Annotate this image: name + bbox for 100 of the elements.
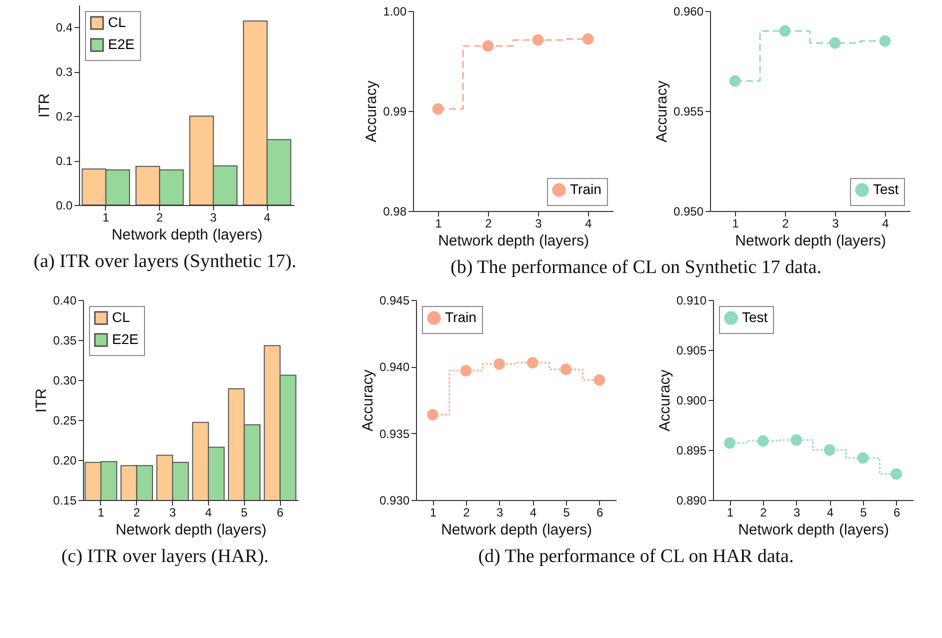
y-tick-label: 0.910 [676, 294, 707, 308]
x-tick-label: 2 [463, 506, 470, 520]
legend-label: CL [112, 309, 130, 325]
x-axis-title: Network depth (layers) [112, 226, 262, 244]
point [582, 33, 594, 45]
text: (c) ITR over layers (HAR). [61, 546, 269, 568]
x-tick-label: 1 [102, 210, 110, 224]
y-tick-label: 0.950 [672, 204, 704, 218]
y-tick-label: 0.25 [52, 414, 76, 428]
x-tick-label: 2 [782, 216, 789, 230]
y-tick-label: 0.895 [676, 444, 707, 458]
x-tick-label: 3 [793, 506, 800, 520]
x-tick-label: 4 [584, 216, 592, 230]
y-tick-label: 0.15 [52, 494, 76, 508]
x-tick-label: 1 [434, 216, 442, 230]
y-tick-label: 0.3 [56, 65, 73, 80]
x-tick-label: 3 [534, 216, 542, 230]
x-tick-label: 1 [97, 506, 104, 520]
x-axis-title: Network depth (layers) [738, 522, 889, 538]
x-tick-label: 6 [276, 506, 284, 520]
y-tick-label: 0.35 [52, 334, 76, 348]
x-tick-label: 5 [563, 506, 570, 520]
point [532, 34, 544, 46]
x-tick-label: 6 [893, 506, 900, 520]
x-tick-label: 4 [826, 506, 834, 520]
y-tick-label: 0.30 [52, 374, 76, 388]
legend-label: E2E [108, 36, 134, 52]
point [790, 434, 802, 446]
x-tick-label: 2 [132, 506, 140, 520]
y-axis-title: Accuracy [656, 369, 674, 432]
x-tick-label: 3 [832, 216, 839, 230]
point [526, 356, 538, 368]
point [857, 452, 869, 464]
y-axis-title: ITR [32, 388, 50, 413]
point [757, 435, 769, 447]
y-tick-label: 0.935 [379, 426, 410, 441]
y-axis-title: ITR [36, 93, 53, 118]
y-tick-label: 0.890 [676, 494, 707, 508]
x-tick-label: 3 [210, 210, 218, 224]
x-tick-label: 1 [726, 506, 734, 520]
text: (b) The performance of CL on Synthetic 17 data. [450, 257, 822, 279]
point [594, 374, 606, 386]
x-tick-label: 5 [240, 506, 248, 520]
point [878, 35, 890, 47]
x-tick-label: 4 [882, 216, 889, 230]
text: (d) The performance of CL on HAR data. [478, 546, 794, 568]
point [426, 408, 438, 420]
x-tick-label: 1 [732, 216, 739, 230]
x-tick-label: 3 [496, 506, 504, 520]
point [724, 437, 736, 449]
x-tick-label: 3 [168, 506, 176, 520]
y-tick-label: 0.1 [56, 154, 73, 168]
legend-label: E2E [112, 331, 138, 347]
x-tick-label: 6 [596, 506, 604, 520]
x-tick-label: 2 [156, 210, 164, 224]
legend-label: CL [108, 14, 126, 30]
x-axis-title: Network depth (layers) [115, 522, 266, 538]
text: (a) ITR over layers (Synthetic 17). [34, 251, 296, 273]
point [728, 75, 740, 87]
x-tick-label: 4 [530, 506, 537, 520]
legend-label: Test [872, 181, 898, 197]
x-tick-label: 1 [430, 506, 437, 520]
point [460, 364, 472, 376]
y-tick-label: 0.930 [379, 494, 410, 508]
x-tick-label: 2 [760, 506, 768, 520]
y-tick-label: 0.905 [676, 344, 707, 358]
x-axis-title: Network depth (layers) [441, 522, 592, 538]
legend-label: Test [742, 309, 768, 325]
y-tick-label: 1.00 [382, 4, 406, 18]
y-tick-label: 0.945 [379, 294, 410, 308]
x-axis-title: Network depth (layers) [438, 232, 588, 250]
point [828, 37, 840, 49]
legend-label: Train [445, 309, 476, 325]
y-axis-title: Accuracy [652, 80, 670, 142]
point [890, 468, 902, 480]
y-tick-label: 0.99 [382, 104, 406, 118]
y-tick-label: 0.900 [676, 394, 707, 408]
point [432, 103, 444, 115]
y-tick-label: 0.960 [672, 4, 704, 18]
x-tick-label: 4 [204, 506, 212, 520]
y-tick-label: 0.955 [672, 104, 704, 118]
point [824, 444, 836, 456]
legend-label: Train [570, 181, 601, 197]
x-tick-label: 2 [484, 216, 492, 230]
x-tick-label: 4 [264, 210, 271, 224]
y-tick-label: 0.20 [52, 454, 76, 468]
x-tick-label: 5 [860, 506, 868, 520]
y-axis-title: Accuracy [362, 80, 380, 142]
y-tick-label: 0.940 [379, 360, 410, 374]
y-tick-label: 0.98 [382, 204, 406, 218]
point [778, 25, 790, 37]
y-tick-label: 0.0 [56, 198, 73, 212]
point [482, 40, 494, 52]
y-tick-label: 0.2 [56, 110, 73, 124]
y-tick-label: 0.40 [52, 294, 76, 308]
y-axis-title: Accuracy [359, 369, 376, 432]
point [494, 358, 506, 370]
point [560, 364, 572, 376]
y-tick-label: 0.4 [56, 20, 73, 35]
x-axis-title: Network depth (layers) [734, 232, 886, 250]
